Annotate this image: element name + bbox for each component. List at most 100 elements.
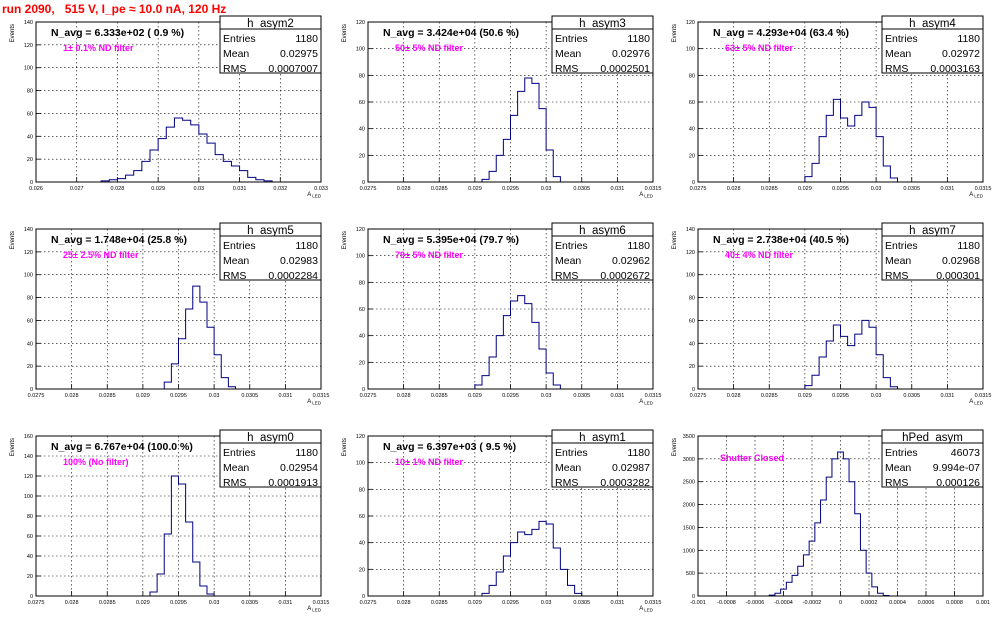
x-tick-label: 0.028 [111,186,125,192]
histogram-line-h_asym0 [149,475,215,596]
stats-value: 0.0002672 [600,270,650,282]
y-tick-label: 0 [362,594,365,600]
stats-key: RMS [223,477,246,489]
y-tick-label: 0 [30,594,33,600]
y-tick-label: 0 [362,387,365,393]
filter-label: Shutter Closed [720,453,784,463]
x-tick-label: 0.0305 [241,393,258,399]
y-tick-label: 60 [689,100,695,106]
x-tick-label: 0.029 [136,393,150,399]
filter-label: 100% (No filter) [63,457,129,467]
x-tick-label: 0.029 [468,600,482,606]
histogram-pad-hPed_asym: -0.001 -0.0008 -0.0006 -0.0004 -0.0002 0 0.000… [672,429,990,606]
stats-key: RMS [885,63,908,75]
stats-box [881,429,984,488]
stats-title: h_asym6 [579,225,626,237]
stats-key: Entries [885,33,918,45]
x-tick-label: 0.029 [136,600,150,606]
y-axis-label: Events [342,24,348,42]
y-tick-label: 100 [686,273,695,279]
x-tick-label: 0.0285 [99,393,116,399]
y-axis-label: Events [672,438,678,456]
histogram-pad-h_asym0: 0.0275 0.028 0.0285 0.029 0.0295 0.03 0.0305 0.… [10,429,329,613]
y-tick-label: 120 [24,43,33,49]
stats-value: 1180 [957,240,980,252]
y-tick-label: 0 [692,594,695,600]
stats-title: h_asym1 [579,432,626,444]
stats-key: Mean [555,255,581,267]
x-tick-label: 0.029 [798,186,812,192]
y-tick-label: 80 [359,487,365,493]
y-tick-label: 60 [359,100,365,106]
x-axis-label: ALED [969,192,984,199]
histogram-line-h_asym1 [481,520,583,596]
stats-value: 0.02954 [280,462,318,474]
y-tick-label: 3000 [683,457,695,463]
stats-value: 1180 [627,447,650,459]
y-tick-label: 120 [356,20,365,26]
x-tick-label: 0.028 [727,186,741,192]
stats-key: RMS [885,477,908,489]
stats-key: Mean [555,48,581,60]
y-axis-label: Events [342,231,348,249]
stats-key: RMS [555,63,578,75]
histogram-pad-h_asym4: 0.0275 0.028 0.0285 0.029 0.0295 0.03 0.0305 0.… [672,15,991,199]
stats-key: Mean [223,48,249,60]
n-avg-label: N_avg = 6.397e+03 ( 9.5 %) [383,441,516,453]
stats-box [551,15,654,74]
x-tick-label: 0.031 [278,600,292,606]
x-tick-label: 0.0285 [761,393,778,399]
stats-value: 1180 [957,33,980,45]
x-tick-label: 0.031 [233,186,247,192]
y-axis-label: Events [10,24,16,42]
x-tick-label: 0.03 [209,600,220,606]
y-tick-label: 20 [27,157,33,163]
x-tick-label: 0.03 [209,393,220,399]
y-tick-label: 20 [27,574,33,580]
stats-key: Entries [885,240,918,252]
x-tick-label: 0.028 [397,600,411,606]
n-avg-label: N_avg = 2.738e+04 (40.5 %) [713,234,849,246]
x-tick-label: 0.0305 [241,600,258,606]
y-axis-label: Events [342,438,348,456]
stats-key: Mean [885,255,911,267]
stats-key: RMS [223,270,246,282]
x-tick-label: 0.033 [314,186,328,192]
y-tick-label: 80 [359,73,365,79]
n-avg-label: N_avg = 1.748e+04 (25.8 %) [51,234,187,246]
plot-frame [35,21,322,183]
x-tick-label: 0.026 [29,186,43,192]
y-axis-label: Events [10,231,16,249]
stats-box [551,222,654,281]
histogram-line-h_asym6 [474,295,561,389]
stats-key: RMS [223,63,246,75]
x-tick-label: 0.03 [541,600,552,606]
x-tick-label: -0.001 [690,600,706,606]
stats-value: 0.0003163 [930,63,980,75]
stats-key: Mean [223,462,249,474]
x-tick-label: 0.027 [70,186,84,192]
plot-frame [697,435,984,597]
x-tick-label: 0.0275 [690,186,707,192]
x-tick-label: 0.0295 [832,186,849,192]
x-tick-label: 0.0002 [861,600,878,606]
stats-value: 1180 [295,447,318,459]
x-tick-label: -0.0008 [717,600,736,606]
filter-label: 79± 5% ND filter [395,250,463,260]
filter-label: 40± 4% ND filter [725,250,793,260]
x-tick-label: 0.0275 [690,393,707,399]
y-tick-label: 100 [356,47,365,53]
y-tick-label: 60 [27,111,33,117]
x-tick-label: 0.03 [541,393,552,399]
x-axis-label: ALED [307,399,322,406]
x-tick-label: 0.029 [468,393,482,399]
x-tick-label: 0.0275 [28,600,45,606]
x-tick-label: 0.0275 [360,600,377,606]
y-axis-label: Events [672,231,678,249]
y-tick-label: 60 [359,514,365,520]
filter-label: 10± 1% ND filter [395,457,463,467]
y-tick-label: 80 [27,296,33,302]
stats-value: 0.02962 [612,255,650,267]
x-tick-label: 0.0315 [645,393,662,399]
